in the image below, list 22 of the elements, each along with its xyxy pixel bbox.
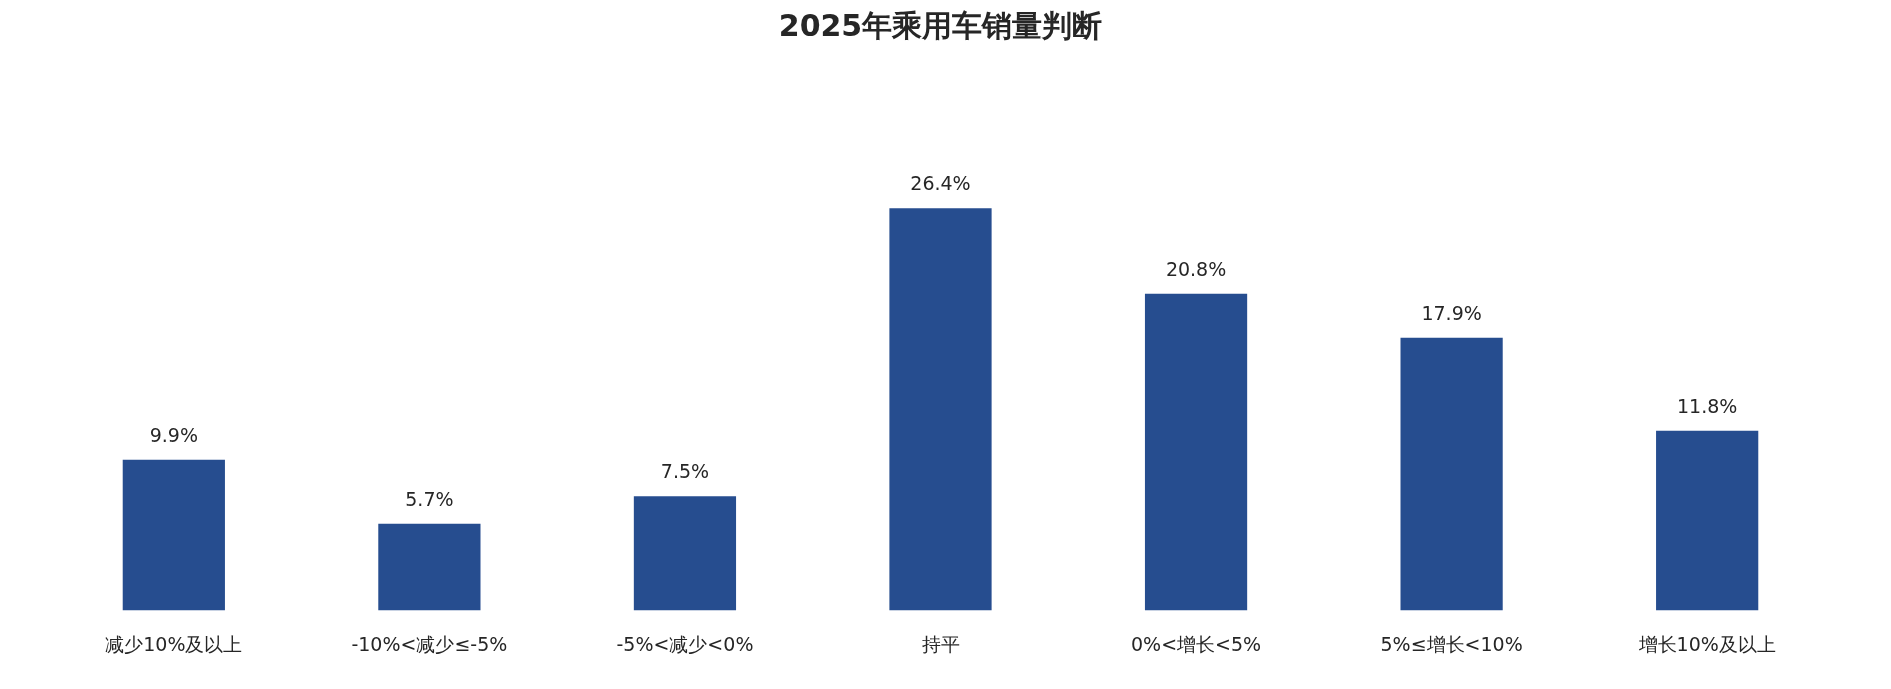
x-tick-label: 5%≤增长<10% xyxy=(1380,632,1523,655)
bar xyxy=(1656,430,1759,611)
x-tick-label: -10%<减少≤-5% xyxy=(351,632,508,655)
bar xyxy=(1400,337,1503,611)
x-tick-label: 持平 xyxy=(921,632,960,655)
bar xyxy=(1144,293,1248,611)
data-label: 20.8% xyxy=(1165,257,1227,280)
x-tick-label: 0%<增长<5% xyxy=(1130,632,1262,655)
x-tick-label: 增长10%及以上 xyxy=(1637,632,1776,655)
data-label: 26.4% xyxy=(910,172,971,195)
x-tick-label: -5%<减少<0% xyxy=(616,632,754,655)
data-label: 5.7% xyxy=(405,487,454,510)
data-label: 17.9% xyxy=(1421,301,1482,324)
chart-title: 2025年乘用车销量判断 xyxy=(778,7,1103,43)
data-label: 7.5% xyxy=(660,460,710,483)
bar xyxy=(122,459,225,611)
x-tick-label: 减少10%及以上 xyxy=(105,632,243,655)
bar xyxy=(889,208,992,611)
bar xyxy=(378,523,481,611)
data-label: 11.8% xyxy=(1676,394,1738,417)
bar xyxy=(633,496,737,611)
data-label: 9.9% xyxy=(149,423,198,446)
